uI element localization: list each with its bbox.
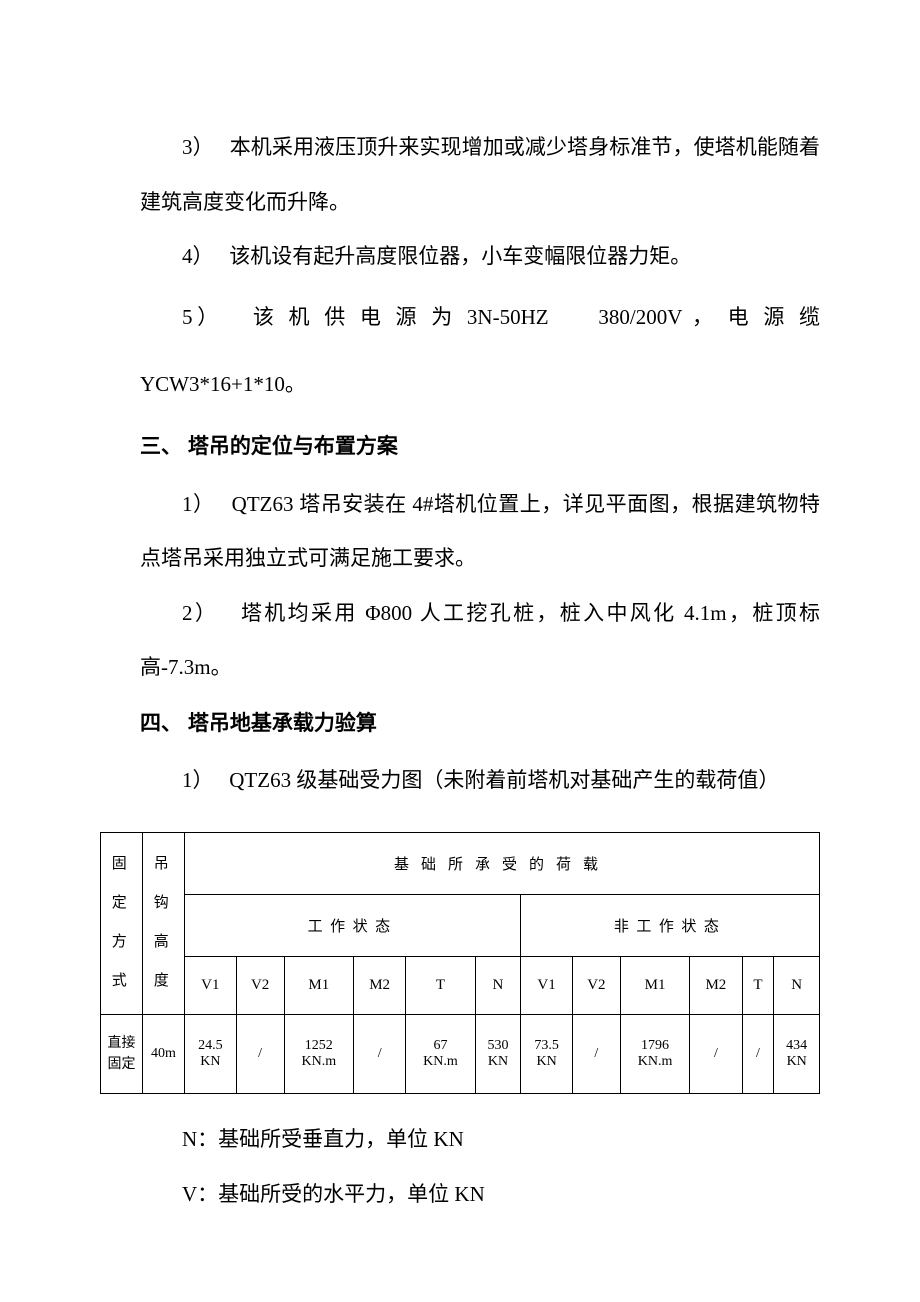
table-var: M2 xyxy=(690,956,742,1014)
table-cell: 40m xyxy=(143,1014,185,1093)
header-text: 吊钩高度 xyxy=(154,856,174,989)
table-var: V1 xyxy=(185,956,237,1014)
table-var: V2 xyxy=(572,956,620,1014)
table-var: M2 xyxy=(354,956,406,1014)
section3-item-2: 2） 塔机均采用 Φ800 人工挖孔桩，桩入中风化 4.1m，桩顶标高-7.3m… xyxy=(140,586,820,695)
table-cell: / xyxy=(236,1014,284,1093)
table-cell: / xyxy=(572,1014,620,1093)
item-number: 5） xyxy=(182,305,223,329)
table-header-nonworking: 非工作状态 xyxy=(521,894,820,956)
item-number: 1） xyxy=(182,768,214,792)
table-var: M1 xyxy=(620,956,689,1014)
item-number: 3） xyxy=(182,135,214,159)
table-var: N xyxy=(475,956,521,1014)
table-var: T xyxy=(406,956,475,1014)
item-text: 本机采用液压顶升来实现增加或减少塔身标准节，使塔机能随着建筑高度变化而升降。 xyxy=(140,135,820,214)
note-n: N：基础所受垂直力，单位 KN xyxy=(140,1112,820,1167)
section4-item-1: 1） QTZ63 级基础受力图（未附着前塔机对基础产生的载荷值） xyxy=(140,753,820,808)
table-var: M1 xyxy=(284,956,353,1014)
table-cell: 434 KN xyxy=(774,1014,820,1093)
load-table: 固定方式 吊钩高度 基础所承受的荷载 工作状态 非工作状态 V1 V2 M1 M… xyxy=(100,832,820,1094)
table-header-working: 工作状态 xyxy=(185,894,521,956)
item-number: 2） xyxy=(182,601,218,625)
list-item-5: 5） 该 机 供 电 源 为 3N-50HZ 380/200V ， 电 源 缆Y… xyxy=(140,284,820,418)
table-cell: / xyxy=(354,1014,406,1093)
item-text: 塔机均采用 Φ800 人工挖孔桩，桩入中风化 4.1m，桩顶标高-7.3m。 xyxy=(140,601,820,680)
table-var: V2 xyxy=(236,956,284,1014)
section3-item-1: 1） QTZ63 塔吊安装在 4#塔机位置上，详见平面图，根据建筑物特点塔吊采用… xyxy=(140,477,820,586)
table-cell: 1252 KN.m xyxy=(284,1014,353,1093)
item-number: 4） xyxy=(182,244,214,268)
item-text: QTZ63 塔吊安装在 4#塔机位置上，详见平面图，根据建筑物特点塔吊采用独立式… xyxy=(140,492,820,571)
heading-4: 四、 塔吊地基承载力验算 xyxy=(140,699,820,749)
table-var: V1 xyxy=(521,956,573,1014)
table-header-load: 基础所承受的荷载 xyxy=(185,832,820,894)
item-text-a: 该 机 供 电 源 为 3N-50HZ xyxy=(253,305,549,329)
table-cell: / xyxy=(742,1014,774,1093)
item-number: 1） xyxy=(182,492,214,516)
table-data-row: 直接固定 40m 24.5 KN / 1252 KN.m / 67 KN.m 5… xyxy=(101,1014,820,1093)
list-item-4: 4） 该机设有起升高度限位器，小车变幅限位器力矩。 xyxy=(140,229,820,284)
table-cell: 直接固定 xyxy=(101,1014,143,1093)
table-cell: / xyxy=(690,1014,742,1093)
list-item-3: 3） 本机采用液压顶升来实现增加或减少塔身标准节，使塔机能随着建筑高度变化而升降… xyxy=(140,120,820,229)
table-header-fixmethod: 固定方式 xyxy=(101,832,143,1014)
table-cell: 1796 KN.m xyxy=(620,1014,689,1093)
table-cell: 24.5 KN xyxy=(185,1014,237,1093)
table-var: N xyxy=(774,956,820,1014)
table-cell: 73.5 KN xyxy=(521,1014,573,1093)
heading-3: 三、 塔吊的定位与布置方案 xyxy=(140,422,820,472)
table-header-hookheight: 吊钩高度 xyxy=(143,832,185,1014)
table-var: T xyxy=(742,956,774,1014)
document-body: 3） 本机采用液压顶升来实现增加或减少塔身标准节，使塔机能随着建筑高度变化而升降… xyxy=(140,120,820,1221)
table-cell: 67 KN.m xyxy=(406,1014,475,1093)
table-cell: 530 KN xyxy=(475,1014,521,1093)
header-text: 固定方式 xyxy=(112,856,132,989)
item-text: 该机设有起升高度限位器，小车变幅限位器力矩。 xyxy=(229,244,691,268)
item-text: QTZ63 级基础受力图（未附着前塔机对基础产生的载荷值） xyxy=(229,768,779,792)
note-v: V：基础所受的水平力，单位 KN xyxy=(140,1167,820,1222)
